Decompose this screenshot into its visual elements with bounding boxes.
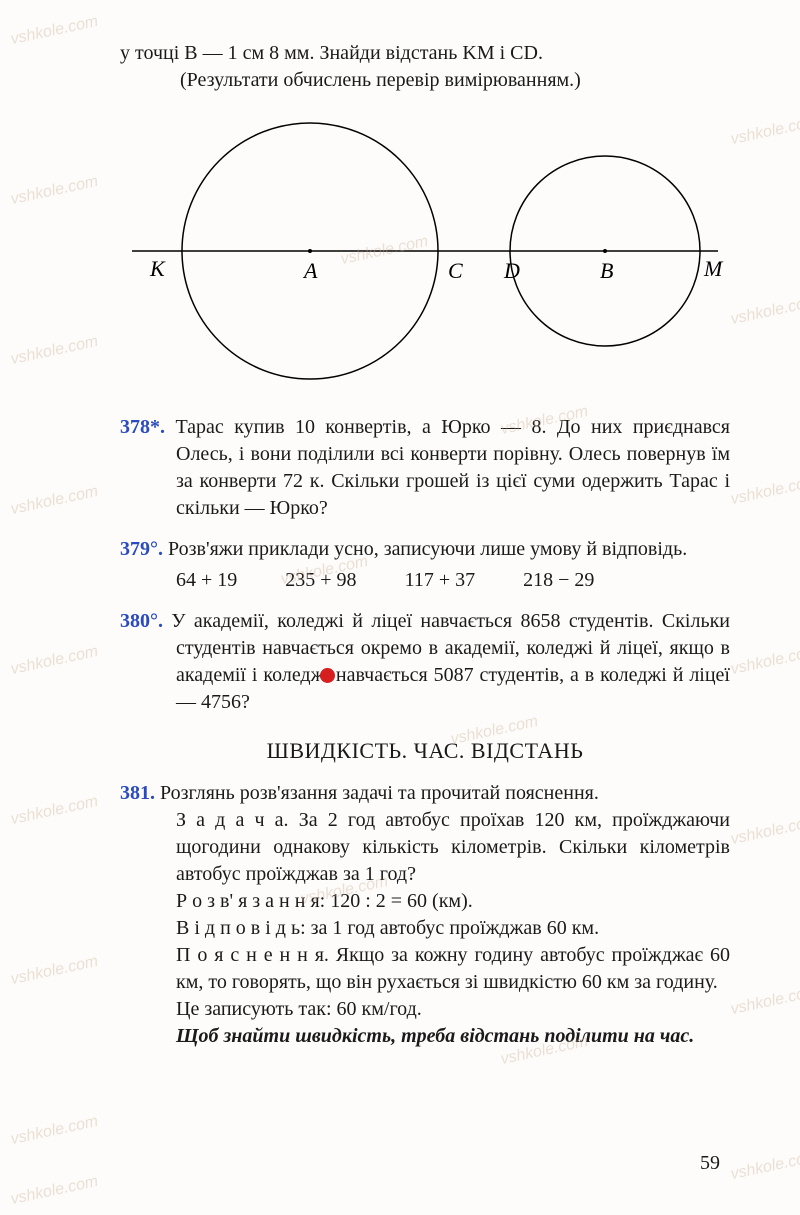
problem-380-text: У академії, коледжі й ліцеї навчається 8… (171, 610, 730, 713)
page-number: 59 (700, 1150, 720, 1177)
watermark: vshkole.com (729, 981, 800, 1021)
problem-378-text: Тарас купив 10 конвертів, а Юрко — 8. До… (175, 416, 730, 519)
problem-378: 378*. Тарас купив 10 конвертів, а Юрко —… (120, 414, 730, 522)
watermark: vshkole.com (9, 951, 100, 991)
expr-4: 218 − 29 (523, 567, 594, 594)
problem-379-expressions: 64 + 19 235 + 98 117 + 37 218 − 29 (120, 567, 730, 594)
answer-label: В і д п о в і д ь: (176, 917, 306, 939)
expr-1: 64 + 19 (176, 567, 237, 594)
problem-379-text: Розв'яжи приклади усно, записуючи лише у… (168, 538, 687, 560)
watermark: vshkole.com (9, 481, 100, 521)
svg-text:D: D (503, 258, 520, 283)
intro-line1: у точці B — 1 см 8 мм. Знайди відстань K… (120, 42, 543, 64)
watermark: vshkole.com (729, 471, 800, 511)
problem-379: 379°. Розв'яжи приклади усно, записуючи … (120, 536, 730, 594)
watermark: vshkole.com (729, 291, 800, 331)
svg-text:C: C (448, 258, 463, 283)
expr-2: 235 + 98 (285, 567, 356, 594)
intro-line2: (Результати обчислень перевір вимірюванн… (150, 67, 730, 94)
watermark: vshkole.com (729, 641, 800, 681)
expr-3: 117 + 37 (405, 567, 476, 594)
svg-text:B: B (600, 258, 613, 283)
problem-381: 381. Розглянь розв'язання задачі та проч… (120, 780, 730, 1050)
watermark: vshkole.com (729, 111, 800, 151)
rule: Щоб знайти швидкість, треба відстань под… (176, 1023, 730, 1050)
watermark: vshkole.com (9, 1111, 100, 1151)
section-title: ШВИДКІСТЬ. ЧАС. ВІДСТАНЬ (120, 736, 730, 766)
notation: Це записують так: 60 км/год. (176, 996, 730, 1023)
intro-text: у точці B — 1 см 8 мм. Знайди відстань K… (120, 40, 730, 94)
watermark: vshkole.com (9, 641, 100, 681)
problem-380-num: 380°. (120, 610, 163, 632)
watermark: vshkole.com (729, 1146, 800, 1186)
watermark: vshkole.com (9, 791, 100, 831)
problem-381-num: 381. (120, 782, 155, 804)
svg-text:K: K (149, 256, 166, 281)
problem-379-num: 379°. (120, 538, 163, 560)
explain-label: П о я с н е н н я. (176, 944, 329, 966)
watermark: vshkole.com (9, 331, 100, 371)
svg-text:M: M (703, 256, 724, 281)
solve-text: 120 : 2 = 60 (км). (325, 890, 473, 912)
answer-text: за 1 год автобус проїжджав 60 км. (306, 917, 599, 939)
watermark: vshkole.com (9, 171, 100, 211)
svg-text:A: A (302, 258, 318, 283)
p381-line1: Розглянь розв'язання задачі та прочитай … (160, 782, 599, 804)
problem-378-num: 378*. (120, 416, 165, 438)
watermark: vshkole.com (729, 811, 800, 851)
task-label: З а д а ч а. (176, 809, 289, 831)
red-dot-marker (320, 668, 335, 683)
problem-380: 380°. У академії, коледжі й ліцеї навчає… (120, 608, 730, 716)
watermark: vshkole.com (9, 11, 100, 51)
circles-diagram: KACDBM (120, 106, 730, 396)
solve-label: Р о з в' я з а н н я: (176, 890, 325, 912)
watermark: vshkole.com (9, 1171, 100, 1211)
